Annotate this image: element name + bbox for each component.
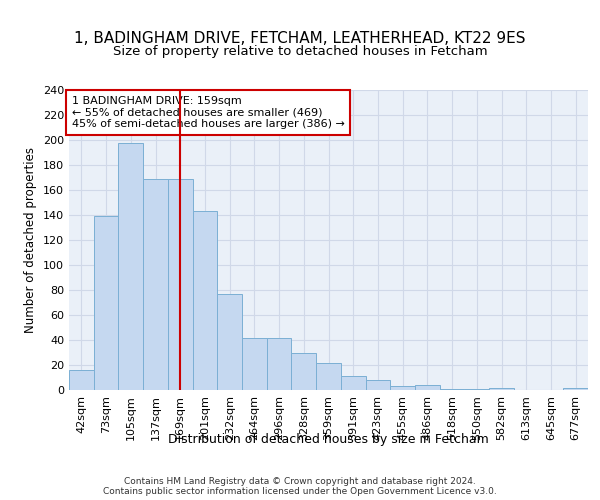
Bar [415,385,440,390]
Text: 1 BADINGHAM DRIVE: 159sqm
← 55% of detached houses are smaller (469)
45% of semi: 1 BADINGHAM DRIVE: 159sqm ← 55% of detac… [71,96,344,129]
Y-axis label: Number of detached properties: Number of detached properties [25,147,37,333]
Bar [193,211,217,390]
Bar [94,216,118,390]
Bar [242,338,267,390]
Text: 1, BADINGHAM DRIVE, FETCHAM, LEATHERHEAD, KT22 9ES: 1, BADINGHAM DRIVE, FETCHAM, LEATHERHEAD… [74,31,526,46]
Bar [440,389,464,390]
Bar [292,352,316,390]
Bar [69,370,94,390]
Bar [341,376,365,390]
Bar [489,388,514,390]
Bar [118,142,143,390]
Bar [168,179,193,390]
Bar [217,294,242,390]
Bar [143,179,168,390]
Bar [316,362,341,390]
Bar [390,386,415,390]
Text: Distribution of detached houses by size in Fetcham: Distribution of detached houses by size … [169,432,489,446]
Bar [464,389,489,390]
Text: Size of property relative to detached houses in Fetcham: Size of property relative to detached ho… [113,45,487,58]
Bar [365,380,390,390]
Bar [267,338,292,390]
Text: Contains HM Land Registry data © Crown copyright and database right 2024.
Contai: Contains HM Land Registry data © Crown c… [103,476,497,496]
Bar [563,388,588,390]
